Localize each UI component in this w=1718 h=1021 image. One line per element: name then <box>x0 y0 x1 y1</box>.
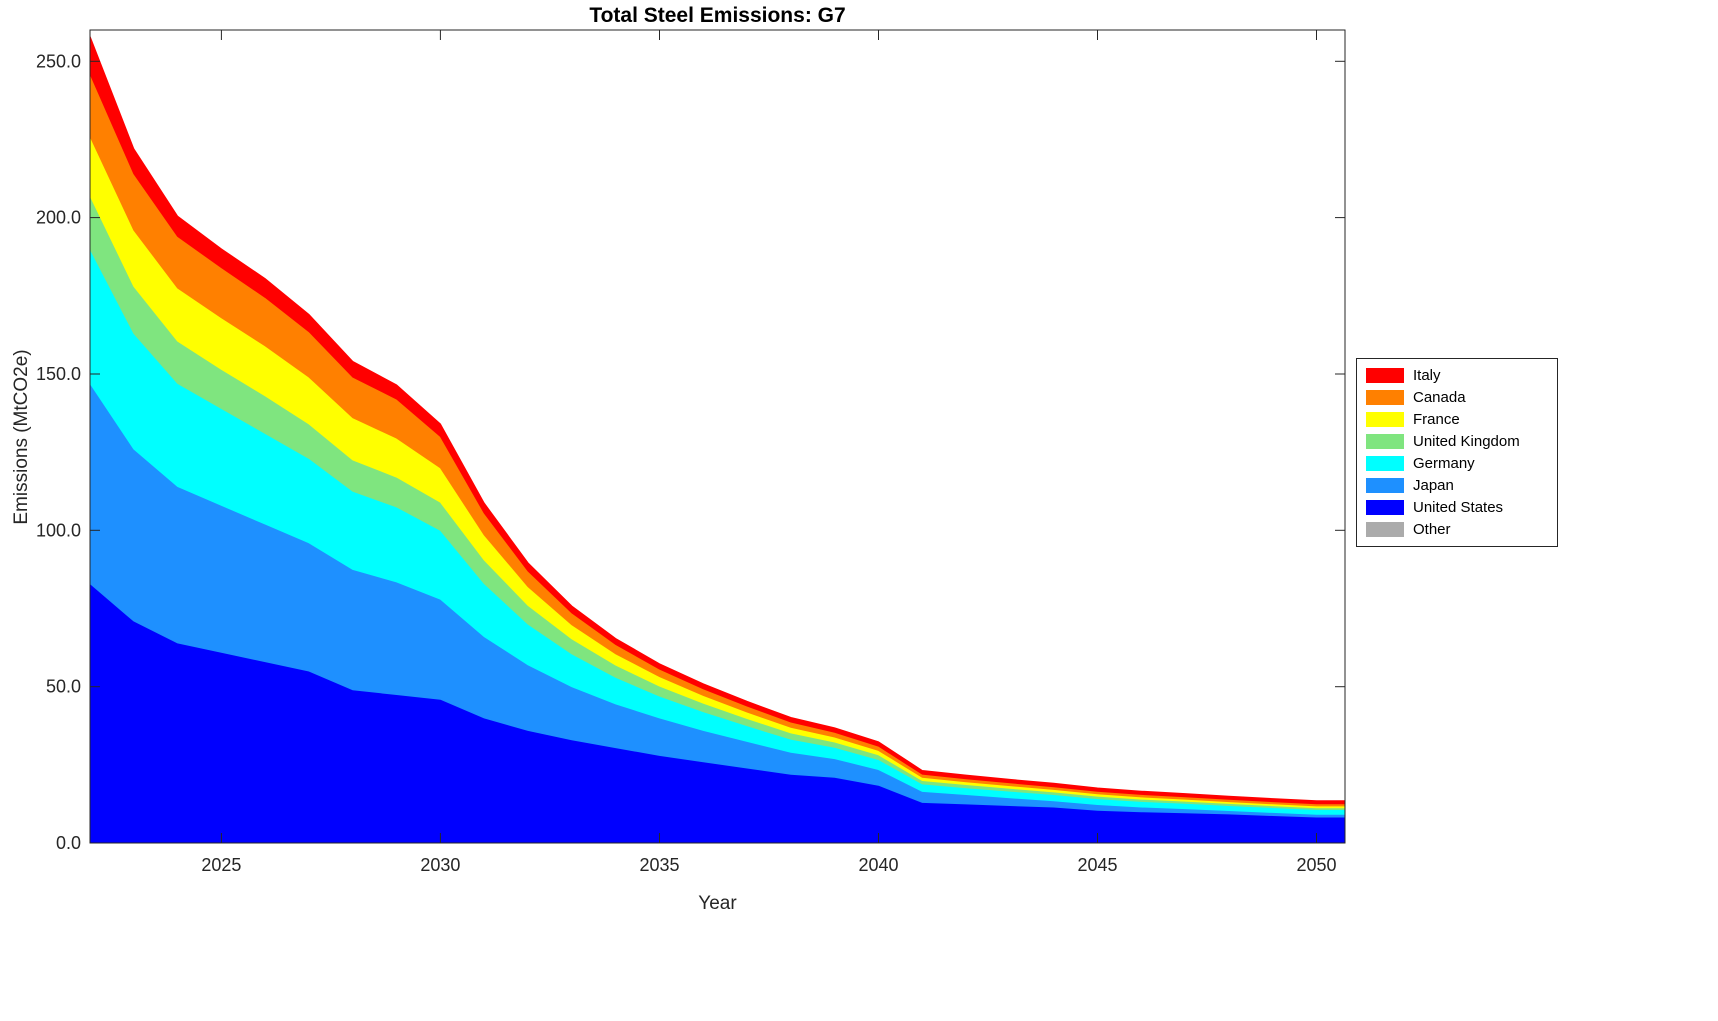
x-axis-label: Year <box>698 893 737 914</box>
legend-item-germany: Germany <box>1366 454 1551 473</box>
legend-swatch-canada <box>1366 390 1404 405</box>
legend: Italy Canada France United Kingdom Germany Ja… <box>1356 358 1558 547</box>
legend-item-italy: Italy <box>1366 366 1551 385</box>
legend-item-other: Other <box>1366 520 1551 539</box>
x-tick-label: 2035 <box>639 855 679 875</box>
y-tick-label: 150.0 <box>36 364 81 384</box>
axes-box <box>89 29 1346 844</box>
legend-item-canada: Canada <box>1366 388 1551 407</box>
y-tick-label: 200.0 <box>36 208 81 228</box>
legend-label-united-kingdom: United Kingdom <box>1413 433 1520 450</box>
legend-swatch-other <box>1366 522 1404 537</box>
legend-swatch-united-kingdom <box>1366 434 1404 449</box>
x-tick-label: 2050 <box>1296 855 1336 875</box>
legend-label-canada: Canada <box>1413 389 1466 406</box>
x-tick-label: 2030 <box>420 855 460 875</box>
y-tick-label: 0.0 <box>56 833 81 853</box>
y-tick-label: 50.0 <box>46 677 81 697</box>
x-tick-label: 2045 <box>1077 855 1117 875</box>
legend-label-germany: Germany <box>1413 455 1475 472</box>
x-tick-label: 2040 <box>858 855 898 875</box>
legend-swatch-italy <box>1366 368 1404 383</box>
legend-label-united-states: United States <box>1413 499 1504 516</box>
legend-swatch-united-states <box>1366 500 1404 515</box>
legend-label-italy: Italy <box>1413 367 1441 384</box>
legend-label-japan: Japan <box>1413 477 1454 494</box>
x-tick-label: 2025 <box>201 855 241 875</box>
legend-item-japan: Japan <box>1366 476 1551 495</box>
legend-swatch-france <box>1366 412 1404 427</box>
legend-swatch-germany <box>1366 456 1404 471</box>
legend-item-united-kingdom: United Kingdom <box>1366 432 1551 451</box>
chart-title: Total Steel Emissions: G7 <box>589 4 846 27</box>
y-axis-label: Emissions (MtCO2e) <box>11 349 32 525</box>
legend-swatch-japan <box>1366 478 1404 493</box>
y-tick-label: 100.0 <box>36 520 81 540</box>
legend-item-united-states: United States <box>1366 498 1551 517</box>
legend-label-other: Other <box>1413 521 1451 538</box>
legend-label-france: France <box>1413 411 1460 428</box>
y-tick-label: 250.0 <box>36 51 81 71</box>
legend-item-france: France <box>1366 410 1551 429</box>
